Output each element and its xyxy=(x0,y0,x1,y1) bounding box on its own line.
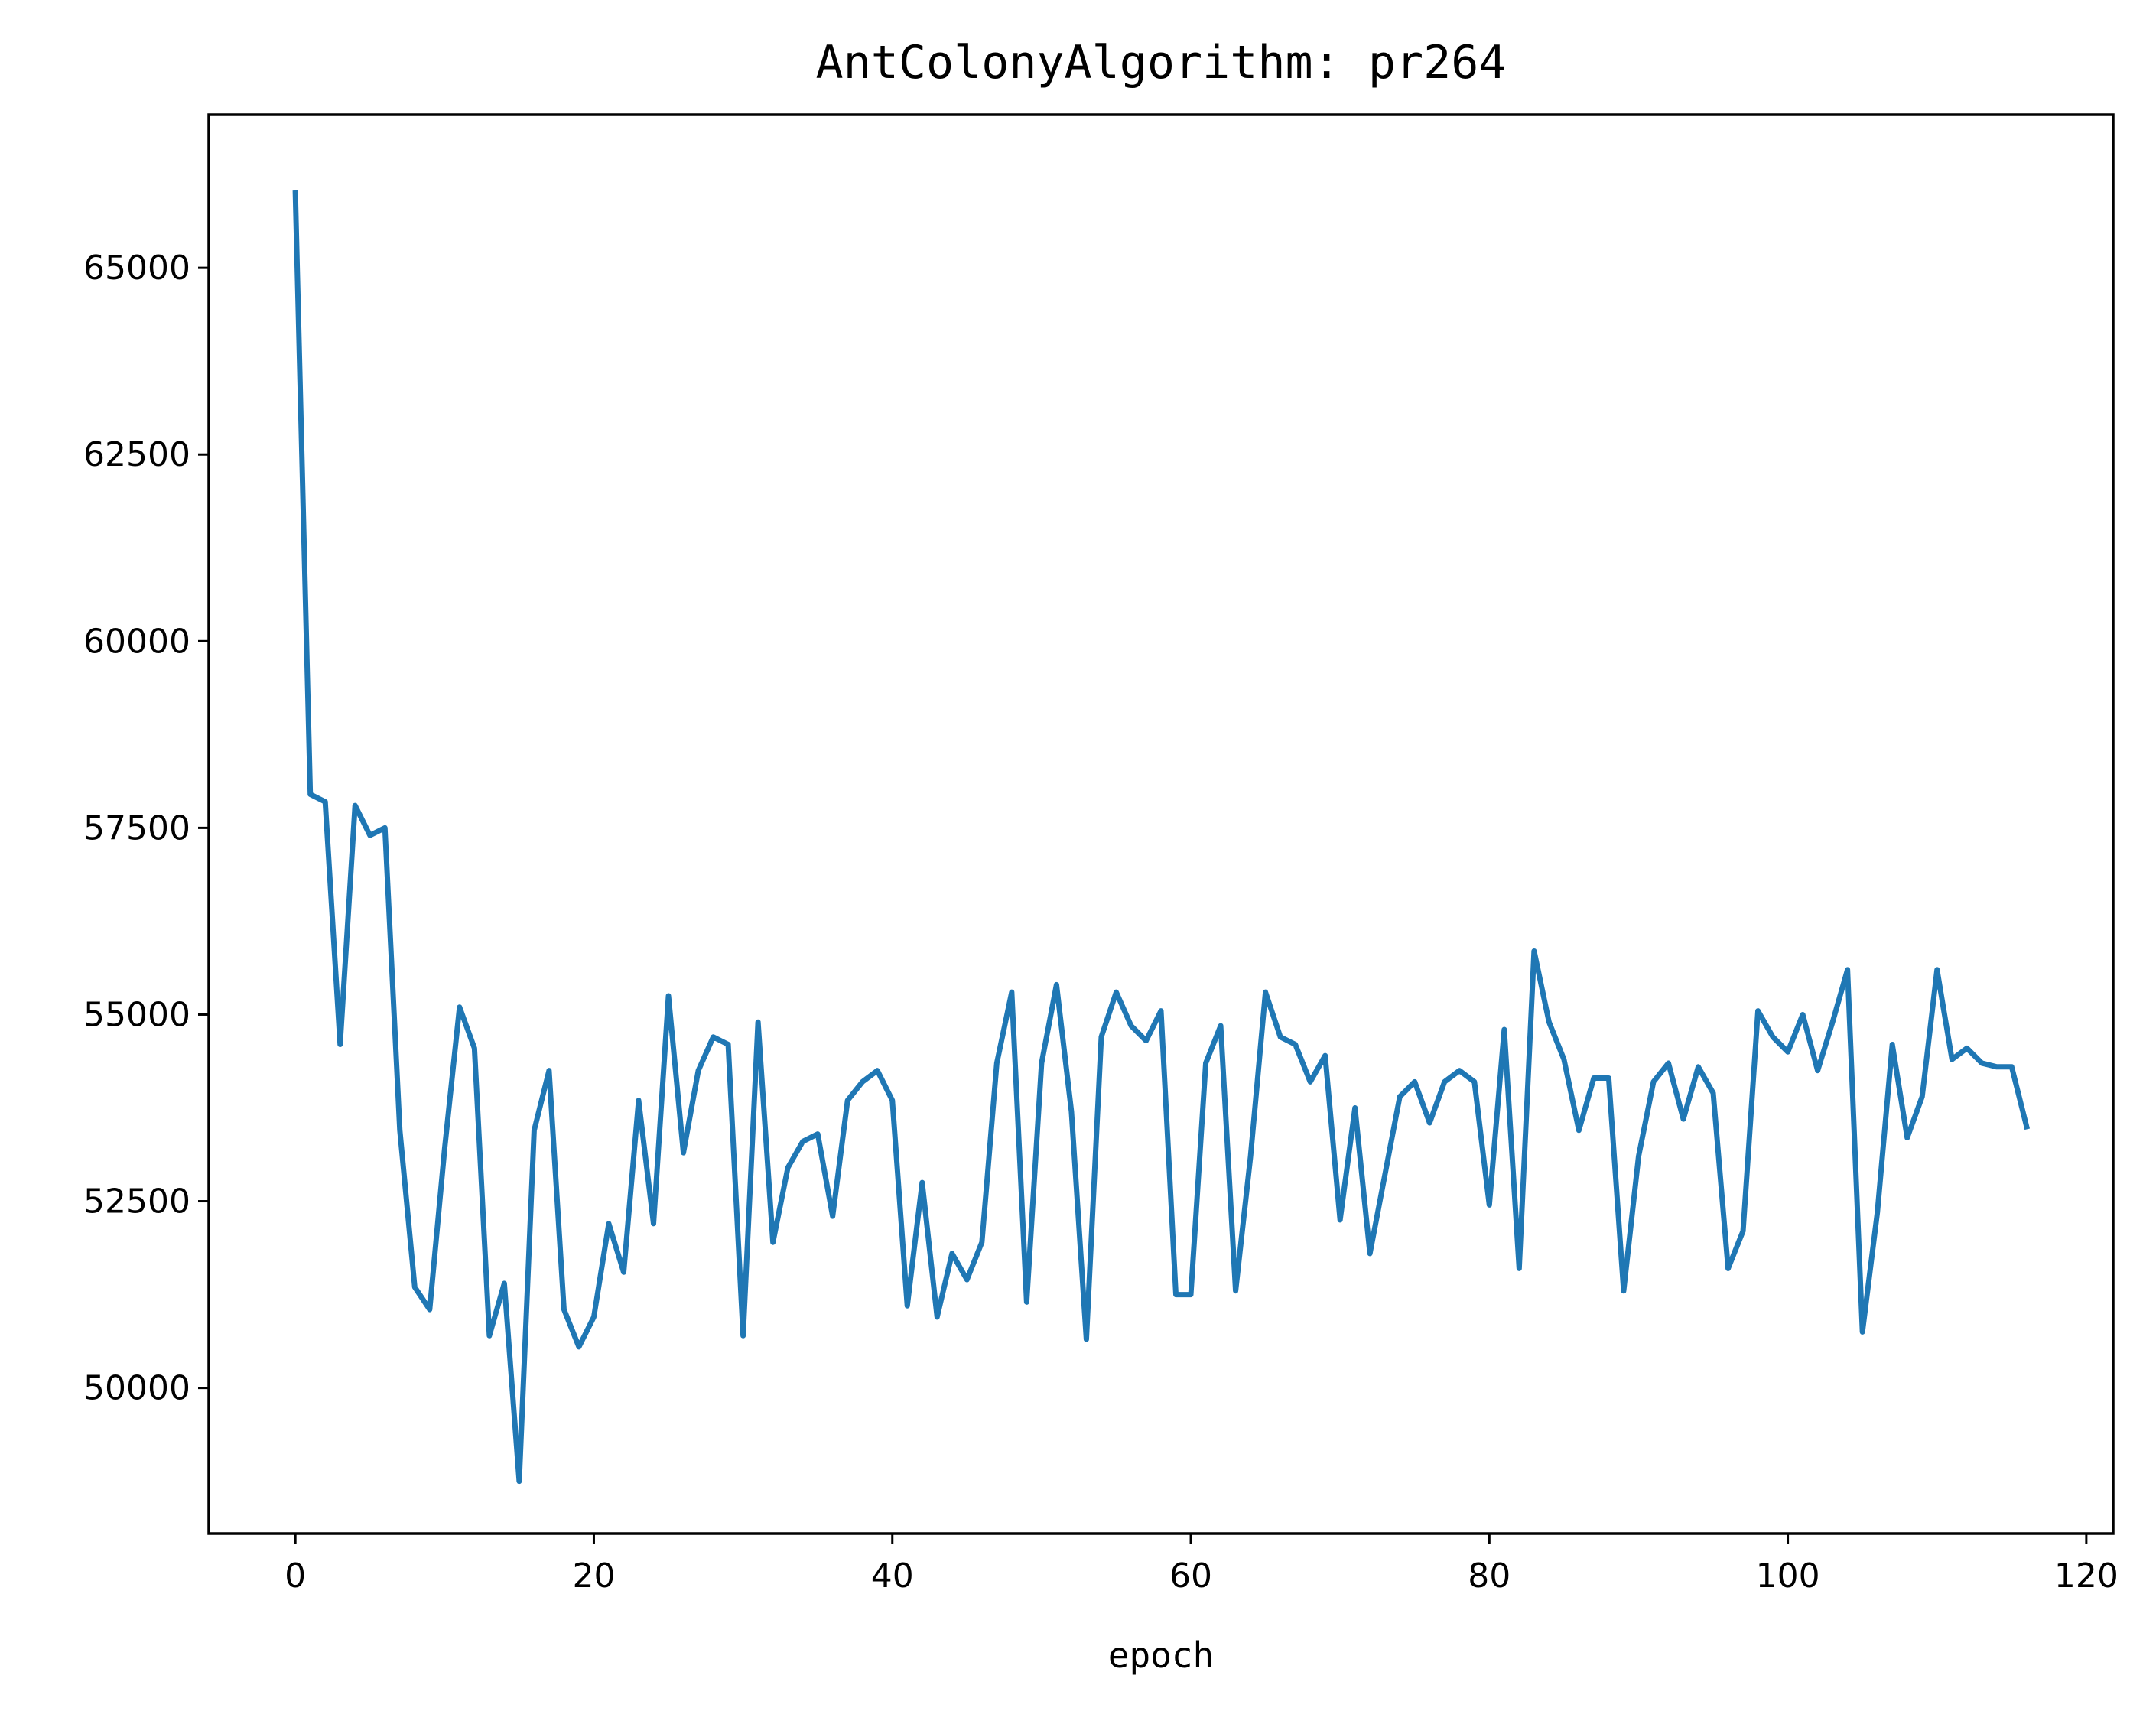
x-axis-ticks: 0 20 40 60 80 100 120 xyxy=(285,1534,2119,1596)
plot-area-frame xyxy=(207,113,2115,1535)
x-tick-label: 60 xyxy=(1169,1556,1212,1596)
y-tick-label: 65000 xyxy=(83,249,190,288)
series-line xyxy=(292,190,2031,1485)
y-tick-label: 55000 xyxy=(83,995,190,1034)
x-axis-label: epoch xyxy=(1108,1635,1214,1676)
chart-title: AntColonyAlgorithm: pr264 xyxy=(815,36,1506,89)
x-tick-label: 0 xyxy=(285,1556,306,1596)
y-axis-ticks: 50000 52500 55000 57500 60000 62500 65000 xyxy=(83,249,209,1408)
y-tick-label: 50000 xyxy=(83,1369,190,1408)
y-tick-label: 62500 xyxy=(83,435,190,474)
y-tick-label: 57500 xyxy=(83,808,190,847)
x-tick-label: 20 xyxy=(572,1556,615,1596)
y-tick-label: 52500 xyxy=(83,1182,190,1221)
x-tick-label: 120 xyxy=(2054,1556,2119,1596)
y-tick-label: 60000 xyxy=(83,622,190,661)
x-tick-label: 80 xyxy=(1468,1556,1511,1596)
x-tick-label: 100 xyxy=(1756,1556,1820,1596)
x-tick-label: 40 xyxy=(871,1556,914,1596)
